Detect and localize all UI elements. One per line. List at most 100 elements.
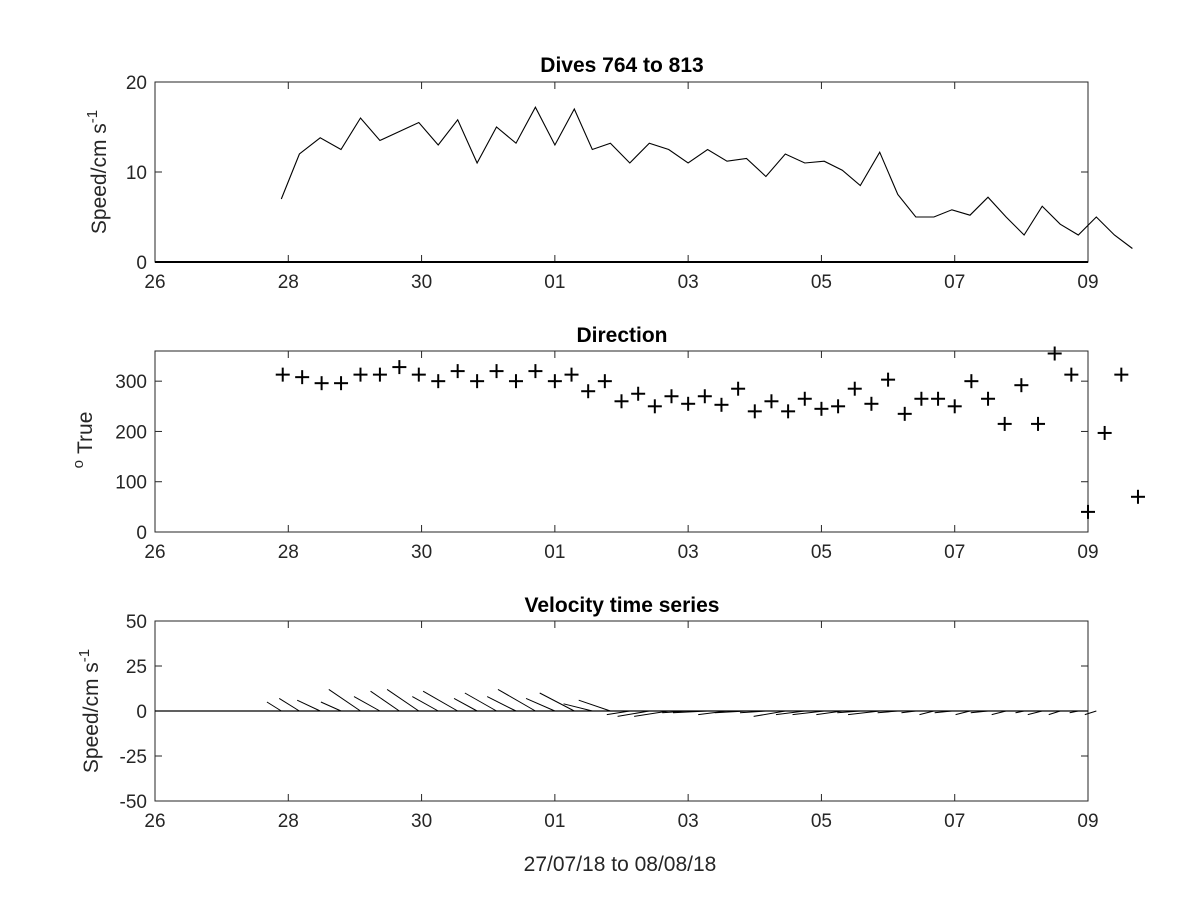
velocity-vector bbox=[792, 710, 825, 716]
direction-y-axis-label: o True bbox=[70, 412, 97, 469]
direction-data-point bbox=[997, 416, 1012, 431]
direction-data-point bbox=[581, 384, 596, 399]
direction-data-point bbox=[1130, 489, 1145, 504]
direction-data-point bbox=[528, 364, 543, 379]
velocity-vector bbox=[714, 710, 747, 714]
velocity-vector bbox=[486, 696, 517, 712]
velocity-vector bbox=[1027, 710, 1043, 716]
speed-y-axis-label: Speed/cm s-1 bbox=[84, 110, 111, 234]
direction-x-tick-label: 05 bbox=[811, 542, 832, 563]
speed-x-tick-label: 28 bbox=[278, 272, 299, 293]
speed-plot-area bbox=[154, 81, 1089, 263]
direction-data-point bbox=[964, 374, 979, 389]
direction-data-point bbox=[1081, 504, 1095, 519]
direction-x-tick-label: 07 bbox=[944, 542, 965, 563]
speed-x-tick-label: 07 bbox=[944, 272, 965, 293]
velocity-vector bbox=[412, 696, 439, 712]
velocity-vector bbox=[525, 697, 556, 712]
velocity-x-tick-label: 26 bbox=[144, 811, 165, 832]
velocity-vector bbox=[1069, 710, 1079, 714]
direction-x-tick-label: 30 bbox=[411, 542, 432, 563]
direction-data-point bbox=[864, 396, 879, 411]
direction-data-point bbox=[508, 374, 523, 389]
direction-y-tick-label: 100 bbox=[115, 473, 147, 494]
direction-data-point bbox=[1031, 416, 1046, 431]
direction-y-tick-label: 300 bbox=[115, 372, 147, 393]
velocity-vector bbox=[539, 692, 575, 712]
direction-data-point bbox=[314, 376, 329, 391]
direction-data-point bbox=[631, 386, 646, 401]
velocity-y-axis-label-superscript: -1 bbox=[76, 649, 93, 662]
direction-data-point bbox=[1114, 367, 1129, 382]
velocity-y-axis-label: Speed/cm s-1 bbox=[76, 649, 103, 773]
direction-data-point bbox=[334, 376, 349, 391]
direction-y-axis-label-prefix: o bbox=[70, 460, 87, 468]
direction-data-point bbox=[881, 372, 896, 387]
velocity-vector bbox=[386, 688, 420, 712]
speed-chart-title: Dives 764 to 813 bbox=[540, 54, 703, 77]
direction-data-point bbox=[1047, 346, 1062, 361]
direction-y-axis-label-text: True bbox=[74, 412, 97, 454]
velocity-vector bbox=[1048, 710, 1061, 716]
velocity-vector bbox=[370, 690, 400, 712]
direction-data-point bbox=[914, 391, 929, 406]
direction-panel: 26 28 30 01 03 05 07 09 0 100 200 300 bbox=[115, 346, 1145, 563]
speed-x-tick-label: 30 bbox=[411, 272, 432, 293]
velocity-vector bbox=[934, 710, 952, 714]
velocity-vector bbox=[606, 710, 630, 716]
direction-data-point bbox=[647, 399, 662, 414]
velocity-vector bbox=[901, 710, 916, 714]
velocity-vector bbox=[422, 690, 458, 712]
direction-data-point bbox=[564, 367, 579, 382]
velocity-x-tick-label: 09 bbox=[1077, 811, 1098, 832]
velocity-x-tick-label: 28 bbox=[278, 811, 299, 832]
direction-y-tick-label: 200 bbox=[115, 422, 147, 443]
direction-data-point bbox=[781, 404, 796, 419]
velocity-vector bbox=[328, 688, 361, 712]
velocity-vector bbox=[497, 688, 536, 712]
speed-y-tick-label: 20 bbox=[126, 73, 147, 94]
direction-x-tick-label: 01 bbox=[544, 542, 565, 563]
velocity-vector bbox=[775, 710, 805, 716]
velocity-chart-title: Velocity time series bbox=[525, 594, 720, 617]
velocity-vector bbox=[266, 701, 282, 712]
velocity-vector bbox=[353, 696, 381, 712]
direction-data-point bbox=[714, 397, 729, 412]
velocity-x-tick-label: 03 bbox=[678, 811, 699, 832]
speed-y-axis-label-superscript: -1 bbox=[84, 110, 101, 123]
direction-data-point bbox=[831, 399, 846, 414]
direction-data-point bbox=[353, 367, 368, 382]
direction-data-point bbox=[275, 367, 290, 382]
direction-data-point bbox=[372, 367, 387, 382]
direction-x-tick-label: 03 bbox=[678, 542, 699, 563]
speed-y-tick-label: 0 bbox=[136, 253, 147, 274]
velocity-vector bbox=[278, 697, 300, 712]
velocity-y-tick-label: 25 bbox=[126, 657, 147, 678]
direction-data-point bbox=[847, 381, 862, 396]
velocity-y-tick-label: -25 bbox=[120, 747, 147, 768]
direction-data-point bbox=[931, 391, 946, 406]
velocity-panel: 26 28 30 01 03 05 07 09 -50 -25 0 25 50 bbox=[120, 612, 1099, 832]
direction-data-point bbox=[981, 391, 996, 406]
speed-y-tick-label: 10 bbox=[126, 163, 147, 184]
velocity-vector bbox=[1084, 710, 1097, 716]
velocity-vector bbox=[970, 710, 989, 714]
direction-data-point bbox=[1064, 367, 1079, 382]
direction-data-point bbox=[392, 360, 407, 375]
direction-data-point bbox=[664, 389, 679, 404]
direction-data-point bbox=[597, 374, 612, 389]
direction-data-point bbox=[897, 406, 912, 421]
velocity-vector bbox=[578, 699, 611, 712]
velocity-vector bbox=[955, 710, 971, 716]
direction-chart-title: Direction bbox=[576, 324, 667, 347]
direction-data-point bbox=[411, 367, 426, 382]
velocity-vector bbox=[739, 710, 766, 714]
velocity-vector bbox=[837, 710, 861, 714]
direction-data-point bbox=[814, 401, 829, 416]
velocity-y-tick-label: 50 bbox=[126, 612, 147, 633]
speed-x-tick-label: 26 bbox=[144, 272, 165, 293]
velocity-x-axis-label: 27/07/18 to 08/08/18 bbox=[524, 853, 717, 876]
velocity-y-tick-label: 0 bbox=[136, 702, 147, 723]
direction-data-point bbox=[797, 391, 812, 406]
